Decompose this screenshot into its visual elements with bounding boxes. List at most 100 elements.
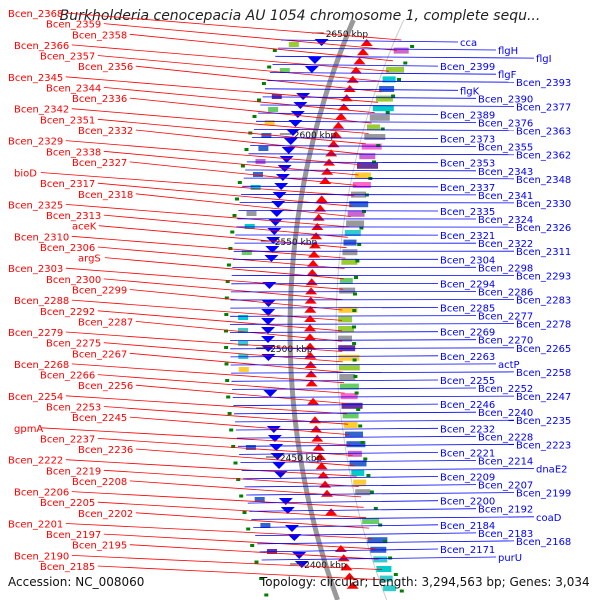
gene-label-forward: Bcen_2202 [78, 509, 133, 520]
gene-label-forward: Bcen_2205 [40, 498, 95, 509]
gene-label-reverse: Bcen_2209 [440, 473, 495, 484]
leader-line-reverse [258, 112, 439, 115]
feature-block [343, 239, 357, 246]
leader-line-forward [129, 352, 344, 373]
gene-label-reverse: Bcen_2362 [516, 151, 571, 162]
map-title: Burkholderia cenocepacia AU 1054 chromos… [59, 8, 541, 24]
feature-block [339, 287, 356, 294]
leader-line-forward [71, 363, 344, 384]
gene-label-forward: Bcen_2185 [40, 562, 95, 573]
reverse-gene-arrow [286, 129, 300, 136]
feature-block [357, 162, 378, 169]
leader-line-forward [129, 416, 350, 435]
gene-label-reverse: Bcen_2232 [440, 424, 495, 435]
gene-label-forward: Bcen_2310 [14, 232, 69, 243]
tick-mark-right [264, 593, 269, 597]
gene-label-reverse: Bcen_2265 [516, 344, 571, 355]
feature-block-secondary [241, 250, 252, 255]
tick-mark-left [399, 589, 404, 593]
tick-mark-right [240, 164, 245, 168]
tick-mark-left [358, 424, 363, 428]
leader-line-reverse [240, 193, 477, 196]
leader-line-forward [135, 65, 382, 93]
leader-line-reverse [243, 177, 515, 180]
feature-block [347, 210, 365, 217]
reverse-gene-arrow [288, 120, 303, 127]
gene-label-reverse: Bcen_2330 [516, 199, 571, 210]
tick-mark-right [272, 49, 277, 52]
gene-label-reverse: Bcen_2285 [440, 304, 495, 315]
gene-label-reverse: Bcen_2322 [478, 239, 533, 250]
feature-block [338, 335, 352, 342]
feature-block [338, 364, 360, 371]
reverse-gene-arrow [263, 390, 278, 397]
feature-block [349, 201, 369, 208]
kbp-tick-label: 2450 kbp [280, 454, 323, 464]
leader-line-forward [65, 76, 379, 103]
gene-label-reverse: Bcen_2221 [440, 448, 495, 459]
feature-block-secondary [246, 211, 257, 216]
gene-label-reverse: flgF [498, 70, 517, 81]
leader-line-reverse [233, 403, 439, 406]
gene-label-forward: Bcen_2358 [72, 30, 127, 41]
feature-block [372, 105, 394, 112]
gene-label-reverse: Bcen_2270 [478, 336, 533, 347]
gene-label-reverse: Bcen_2240 [478, 408, 533, 419]
gene-label-reverse: Bcen_2390 [478, 94, 533, 105]
tick-mark-right [259, 577, 264, 580]
tick-mark-left [354, 276, 358, 279]
gene-label-forward: Bcen_2357 [40, 52, 95, 63]
tick-mark-left [353, 375, 358, 378]
gene-label-reverse: Bcen_2171 [440, 545, 495, 556]
gene-label-forward: Bcen_2368 [8, 9, 63, 20]
tick-mark-right [224, 329, 228, 333]
feature-block [382, 76, 396, 83]
gene-label-reverse: Bcen_2373 [440, 135, 495, 146]
tick-mark-right [235, 197, 239, 201]
leader-line-forward [135, 321, 343, 342]
tick-mark-right [229, 428, 234, 432]
feature-block-secondary [253, 172, 263, 177]
leader-line-reverse [272, 64, 439, 67]
gene-label-reverse: coaD [536, 513, 562, 524]
feature-block [383, 585, 397, 592]
forward-gene-arrow [335, 112, 347, 120]
gene-label-forward: Bcen_2190 [14, 551, 69, 562]
leader-line-reverse [248, 153, 515, 156]
leader-line-forward [65, 395, 347, 415]
tick-mark-right [261, 82, 266, 85]
forward-gene-arrow [304, 324, 316, 332]
gene-label-forward: Bcen_2317 [40, 179, 95, 190]
leader-line-forward [97, 374, 345, 394]
forward-gene-arrow [327, 140, 340, 148]
tick-mark-right [236, 478, 241, 481]
topology-label: Topology: circular; Length: 3,294,563 bp… [260, 575, 590, 589]
feature-block-secondary [238, 367, 249, 372]
tick-mark-right [224, 362, 229, 366]
leader-line-forward [129, 97, 372, 124]
feature-block [355, 489, 371, 496]
reverse-gene-arrow [290, 111, 305, 118]
forward-gene-arrow [321, 167, 334, 175]
feature-block [338, 306, 358, 313]
leader-line-reverse [230, 307, 439, 309]
gene-label-forward: argS [78, 254, 101, 265]
leader-line-forward [65, 523, 373, 539]
gene-label-forward: Bcen_2342 [14, 105, 69, 116]
leader-line-forward [135, 384, 346, 404]
feature-block-secondary [268, 107, 279, 112]
forward-gene-arrow [332, 121, 345, 129]
reverse-gene-arrow [269, 210, 284, 217]
leader-line-forward [71, 299, 343, 321]
reverse-gene-arrow [281, 147, 296, 154]
gene-label-reverse: flgH [498, 46, 518, 57]
reverse-gene-arrow [273, 471, 288, 478]
leader-line-reverse [240, 460, 477, 463]
tick-mark-left [352, 325, 356, 329]
leader-line-forward [97, 55, 386, 82]
forward-gene-arrow [304, 333, 316, 341]
reverse-gene-arrow [283, 138, 298, 145]
feature-block [351, 470, 365, 476]
leader-line-reverse [280, 39, 459, 43]
